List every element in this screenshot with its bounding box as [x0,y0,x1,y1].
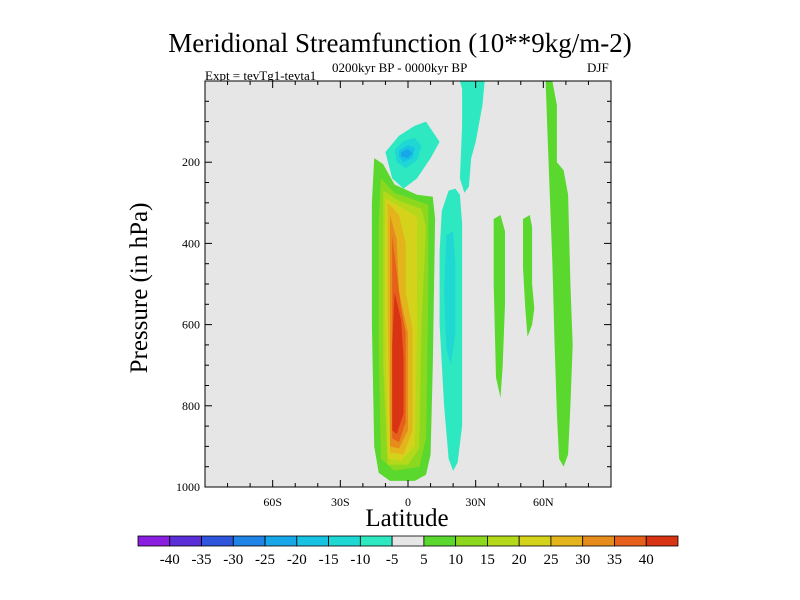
colorbar-label: -15 [319,552,339,568]
colorbar-swatch [328,535,361,547]
colorbar-label: -20 [287,552,307,568]
colorbar-label: 20 [512,552,527,568]
upper-negative-band-20 [401,149,413,159]
colorbar-label: -5 [386,552,399,568]
colorbar-label: -40 [160,552,180,568]
axis-ticks: 60S 30S 0 30N 60N 200 400 600 800 1000 [176,81,611,509]
colorbar-label: 5 [420,552,428,568]
colorbar-label: 25 [543,552,558,568]
x-tick-label: 30N [465,495,486,509]
colorbar: -40 -35 -30 -25 -20 -15 -10 -5 5 10 15 20 25 30 35 40 [137,535,679,568]
colorbar-swatch [169,535,202,547]
x-axis-label: Latitude [365,505,449,532]
highlat-positive-strip [545,81,573,467]
colorbar-swatch [232,535,266,547]
colorbar-swatch [201,535,234,547]
colorbar-swatch [455,535,488,547]
colorbar-swatch [423,535,457,547]
y-tick-label: 800 [182,399,200,413]
colorbar-label: 35 [607,552,622,568]
colorbar-label: 15 [480,552,495,568]
colorbar-swatch [518,535,552,547]
colorbar-swatch [645,535,679,547]
colorbar-label: -35 [192,552,212,568]
season-label: DJF [587,60,609,75]
colorbar-label: 30 [575,552,590,568]
colorbar-swatch [264,535,298,547]
y-tick-label: 600 [182,318,200,332]
colorbar-swatch [582,535,615,547]
colorbar-swatch [550,535,584,547]
upper-negative-strip [459,81,485,193]
x-tick-label: 0 [405,495,411,509]
colorbar-swatch [359,535,393,547]
experiment-label: Expt = tevTg1-tevta1 [205,68,317,83]
x-tick-label: 60N [533,495,554,509]
y-tick-label: 200 [182,155,200,169]
colorbar-swatch [137,535,171,547]
colorbar-swatch [296,535,329,547]
colorbar-label: -30 [223,552,243,568]
x-tick-label: 30S [331,495,350,509]
colorbar-swatch [487,535,520,547]
colorbar-swatch [391,535,425,547]
colorbar-swatch [614,535,647,547]
y-tick-label: 400 [182,236,200,250]
chart-title: Meridional Streamfunction (10**9kg/m-2) [168,28,632,58]
midlat-positive-strip-a [493,215,505,398]
subtropical-negative-band-10 [444,231,456,366]
y-tick-label: 1000 [176,480,200,494]
contour-regions [371,81,573,481]
x-tick-label: 60S [263,495,282,509]
colorbar-label: 10 [448,552,463,568]
colorbar-label: -10 [350,552,370,568]
midlat-positive-strip-b [523,215,535,337]
positive-cell-band-40 [392,292,404,435]
colorbar-label: 40 [639,552,654,568]
colorbar-label: -25 [255,552,275,568]
time-range-label: 0200kyr BP - 0000kyr BP [332,60,468,75]
